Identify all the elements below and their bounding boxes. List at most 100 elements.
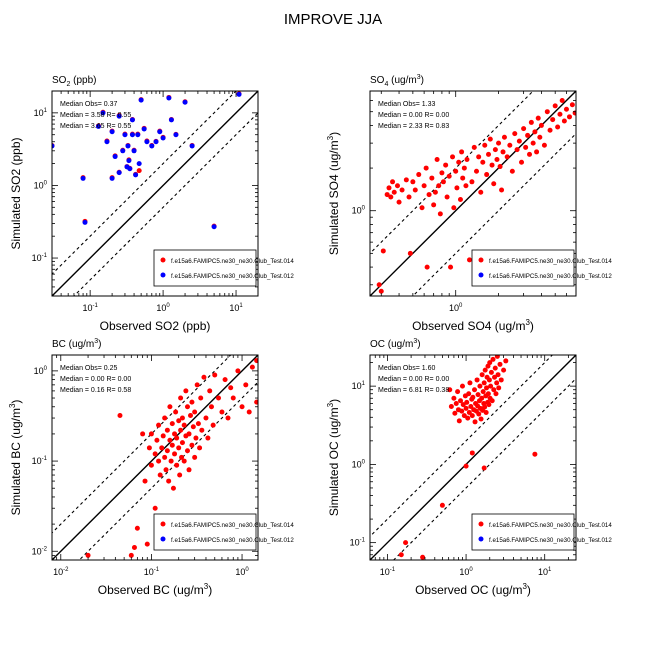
- data-point-test014: [480, 389, 486, 395]
- data-point-test014: [491, 387, 497, 393]
- data-point-test012: [122, 132, 128, 138]
- data-point-test012: [189, 143, 195, 149]
- legend-label-test012: f.e15a6.FAMIPC5.ne30_ne30.Club_Test.012: [489, 273, 612, 280]
- data-point-test012: [136, 161, 142, 167]
- data-point-test014: [465, 415, 471, 421]
- x-tick-label: 10-1: [380, 567, 396, 577]
- legend-marker-test014: [160, 521, 166, 527]
- data-point-test014: [188, 413, 194, 419]
- data-point-test014: [398, 552, 404, 558]
- legend-box: [471, 249, 575, 287]
- data-point-test014: [488, 369, 494, 375]
- figure-title: IMPROVE JJA: [284, 11, 382, 28]
- data-point-test014: [519, 159, 525, 165]
- data-point-test014: [572, 110, 576, 116]
- legend-label-test012: f.e15a6.FAMIPC5.ne30_ne30.Club_Test.012: [489, 537, 612, 544]
- median-test014-label: Median = 3.65 R= 0.55: [60, 123, 131, 130]
- data-point-test014: [378, 288, 384, 294]
- data-point-test014: [514, 147, 520, 153]
- data-point-test014: [186, 431, 192, 437]
- data-point-test012: [129, 132, 135, 138]
- data-point-test012: [127, 166, 133, 172]
- data-point-test014: [454, 185, 460, 191]
- data-point-test014: [194, 382, 200, 388]
- points: [52, 91, 242, 230]
- data-point-test014: [85, 552, 91, 558]
- panel-so4: 100 100 SO4 (ug/m3) Observed SO4 (ug/m3) Sim…: [326, 74, 612, 333]
- data-point-test012: [109, 129, 115, 135]
- data-point-test014: [498, 377, 504, 383]
- data-point-test014: [212, 372, 218, 378]
- data-point-test012: [157, 129, 163, 135]
- data-point-test014: [388, 194, 394, 200]
- data-point-test012: [52, 143, 55, 149]
- data-point-test014: [186, 467, 192, 473]
- data-point-test014: [487, 136, 493, 142]
- x-axis-label: Observed OC (ug/m3): [415, 582, 531, 597]
- data-point-test012: [144, 139, 150, 145]
- data-point-test014: [495, 372, 501, 378]
- legend-marker-test012: [160, 536, 166, 542]
- data-point-test014: [453, 168, 459, 174]
- data-point-test014: [474, 168, 480, 174]
- data-point-test014: [487, 360, 493, 366]
- data-point-test014: [472, 387, 478, 393]
- data-point-test014: [484, 172, 490, 178]
- median-test014-label: Median = 0.16 R= 0.58: [60, 387, 131, 394]
- y-axis-label: Simulated SO4 (ug/m3): [326, 132, 341, 255]
- data-point-test014: [183, 388, 189, 394]
- data-point-test014: [479, 395, 485, 401]
- y-tick-label: 100: [34, 366, 48, 376]
- y-tick-label: 101: [34, 108, 48, 118]
- data-point-test014: [131, 545, 137, 551]
- data-point-test012: [116, 170, 122, 176]
- data-point-test014: [179, 454, 185, 460]
- data-point-test014: [423, 165, 429, 171]
- data-point-test014: [169, 442, 175, 448]
- median-obs-label: Median Obs= 1.60: [378, 365, 436, 372]
- median-obs-label: Median Obs= 0.25: [60, 365, 118, 372]
- one-to-one-line: [52, 91, 258, 296]
- data-point-test012: [168, 117, 174, 123]
- legend-marker-test014: [478, 257, 484, 263]
- data-point-test014: [178, 395, 184, 401]
- data-point-test014: [492, 147, 498, 153]
- data-point-test014: [478, 416, 484, 422]
- data-point-test014: [198, 395, 204, 401]
- data-point-test014: [450, 154, 456, 160]
- data-point-test014: [421, 183, 427, 189]
- data-point-test014: [174, 435, 180, 441]
- data-point-test014: [156, 422, 162, 428]
- plot-frame: [51, 90, 259, 297]
- reference-lines: [52, 91, 258, 296]
- data-point-test014: [482, 142, 488, 148]
- data-point-test014: [419, 205, 425, 211]
- y-axis-label: Simulated OC (ug/m3): [326, 399, 341, 516]
- data-point-test014: [561, 118, 567, 124]
- legend-marker-test012: [160, 272, 166, 278]
- legend-marker-test012: [478, 536, 484, 542]
- data-point-test014: [448, 264, 454, 270]
- data-point-test014: [195, 421, 201, 427]
- data-point-test014: [390, 179, 396, 185]
- data-point-test014: [457, 196, 463, 202]
- x-axis-label: Observed SO2 (ppb): [100, 319, 211, 333]
- data-point-test014: [193, 435, 199, 441]
- median-test014-label: Median = 6.81 R= 0.38: [378, 387, 449, 394]
- factor-two-upper-line: [52, 91, 237, 275]
- y-tick-label: 10-1: [32, 456, 48, 466]
- panel-oc: 10-1 100 101 10-1 100 101 OC (ug/m3) Observed O…: [326, 338, 612, 597]
- data-point-test014: [525, 132, 531, 138]
- data-point-test014: [499, 187, 505, 193]
- data-point-test014: [437, 211, 443, 217]
- data-point-test014: [530, 140, 536, 146]
- panel-title: SO4 (ug/m3): [370, 74, 424, 88]
- data-point-test014: [480, 159, 486, 165]
- data-point-test014: [136, 168, 142, 174]
- reference-lines: [370, 91, 576, 296]
- data-point-test014: [534, 149, 540, 155]
- data-point-test014: [254, 399, 258, 405]
- data-point-test014: [452, 410, 458, 416]
- data-point-test014: [203, 415, 209, 421]
